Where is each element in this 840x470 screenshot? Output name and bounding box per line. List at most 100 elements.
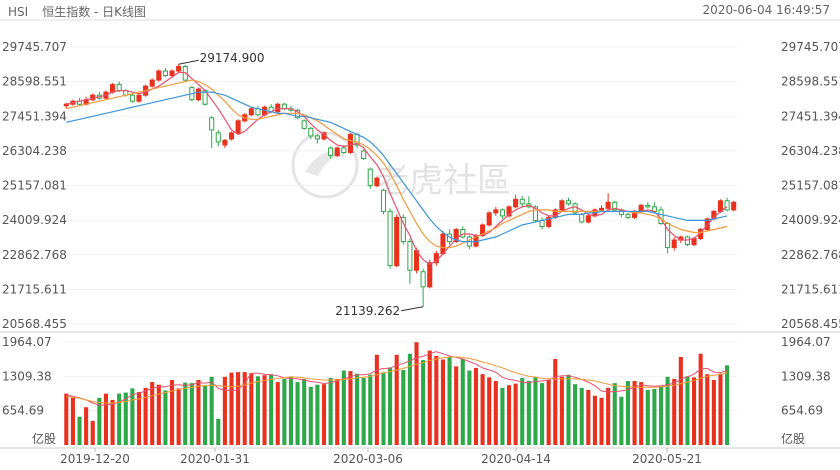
volume-bar (427, 350, 432, 445)
volume-bar (70, 397, 75, 445)
volume-bar (685, 376, 690, 445)
volume-bar (692, 377, 697, 445)
volume-bar (229, 372, 234, 445)
candle-body (440, 233, 446, 255)
candle-body (281, 103, 287, 110)
volume-bar (632, 381, 637, 445)
price-tick-right: 28598.551 (781, 75, 840, 89)
price-tick-left: 24009.924 (2, 213, 67, 227)
volume-bar (434, 355, 439, 445)
price-tick-left: 26304.238 (2, 144, 67, 158)
candle-body (506, 206, 512, 217)
high-leader (178, 59, 199, 65)
candle-body (275, 103, 281, 113)
candle-body (645, 204, 651, 208)
candle-body (731, 201, 737, 211)
candle-body (63, 103, 69, 107)
volume-bar (262, 375, 267, 445)
volume-bar (183, 382, 188, 445)
price-tick-right: 24009.924 (781, 213, 840, 227)
candle-body (499, 209, 505, 217)
candle-body (110, 84, 116, 93)
price-tick-left: 29745.707 (2, 40, 67, 54)
candle-body (361, 150, 367, 160)
volume-bar (242, 372, 247, 445)
volume-bar (407, 353, 412, 445)
volume-bar (249, 373, 254, 445)
watermark-logo-icon (291, 131, 359, 199)
volume-ma-line-vma5 (66, 351, 728, 406)
volume-bar (374, 354, 379, 445)
volume-bar (308, 386, 313, 445)
candle-body (579, 213, 585, 223)
candle-body (162, 70, 168, 77)
volume-bar (302, 378, 307, 445)
volume-bar (506, 385, 512, 445)
candle-body (215, 132, 221, 143)
candle-body (724, 200, 730, 211)
volume-bar (169, 379, 175, 445)
volume-bar (612, 383, 617, 445)
volume-bar (639, 382, 644, 445)
volume-bar (150, 382, 155, 445)
volume-unit-right: 亿股 (781, 431, 805, 446)
candle-body (301, 120, 307, 129)
ma-line-ma5 (66, 71, 728, 265)
volume-bar (467, 370, 472, 445)
volume-bar (520, 377, 525, 445)
volume-bar (84, 407, 89, 445)
price-axis: 29745.707 29745.707 28598.551 28598.551 2745… (2, 40, 840, 331)
candle-body (334, 147, 340, 157)
volume-bar (77, 416, 82, 445)
candle-body (380, 189, 387, 212)
candle-body (195, 88, 202, 101)
volume-bar (480, 374, 485, 445)
volume-bar (163, 390, 168, 445)
price-tick-right: 22862.768 (781, 248, 840, 262)
volume-bar (335, 378, 340, 445)
volume-bar (189, 383, 194, 445)
candle-body (129, 94, 135, 102)
volume-bar (348, 371, 353, 445)
candle-body (671, 239, 677, 249)
volume-bar (553, 358, 558, 445)
candle-body (367, 168, 373, 187)
volume-bar (493, 381, 498, 445)
volume-bar (361, 377, 366, 445)
candle-body (684, 236, 690, 246)
date-tick-label: 2020-04-14 (481, 452, 551, 466)
watermark-swoosh (305, 151, 348, 176)
candle-body (341, 147, 347, 154)
volume-bar (566, 374, 571, 445)
volume-bar (705, 374, 710, 445)
volume-bar (540, 383, 545, 445)
volume-bar (645, 389, 650, 445)
date-axis: 2019-12-20 2020-01-31 2020-03-06 2020-04-14… (60, 448, 702, 466)
volume-bar (236, 372, 241, 445)
chart-title: 恒生指数 - 日K线图 (42, 5, 147, 19)
chart-header: HSI 恒生指数 - 日K线图 (8, 3, 160, 20)
date-tick-label: 2020-03-06 (333, 452, 403, 466)
volume-bars (64, 342, 730, 445)
candle-body (314, 135, 320, 140)
watermark: 老虎社區 (375, 161, 511, 201)
volume-bar (321, 384, 327, 445)
volume-bar (176, 388, 181, 445)
candle-body (493, 209, 499, 214)
date-tick-label: 2020-05-21 (632, 452, 702, 466)
volume-bar (64, 393, 69, 445)
volume-bar (401, 370, 406, 445)
volume-tick-left: 1309.38 (2, 369, 52, 383)
volume-bar (315, 384, 320, 445)
volume-tick-right: 654.69 (781, 404, 823, 418)
candle-body (235, 120, 241, 134)
volume-bar (606, 387, 611, 445)
candle-body (328, 147, 334, 157)
price-tick-left: 25157.081 (2, 179, 67, 193)
volume-bar (136, 392, 142, 445)
price-tick-right: 26304.238 (781, 144, 840, 158)
candle-body (559, 200, 565, 211)
symbol-label: HSI (8, 5, 29, 19)
volume-bar (625, 381, 631, 445)
